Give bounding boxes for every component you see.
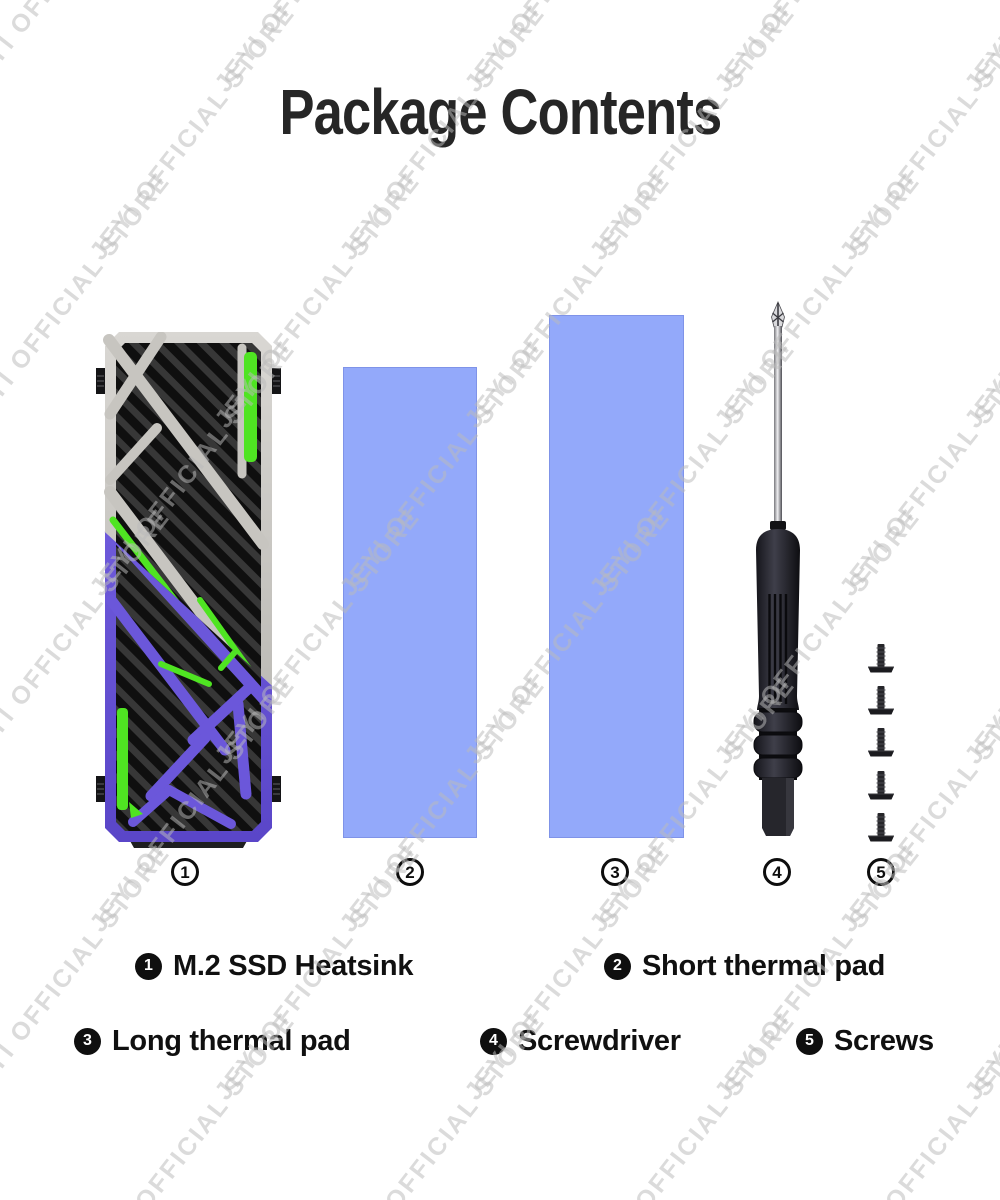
item-marker-1: 1: [171, 858, 199, 886]
item-marker-2: 2: [396, 858, 424, 886]
legend-item-heatsink: 1 M.2 SSD Heatsink: [135, 949, 414, 982]
legend-label-2: Short thermal pad: [642, 949, 886, 982]
item-marker-3: 3: [601, 858, 629, 886]
legend-item-screws: 5 Screws: [796, 1024, 934, 1057]
watermark-text: JEYI OFFICIAL STORE: [834, 671, 1000, 938]
watermark-text: JEYI OFFICIAL STORE: [959, 167, 1000, 434]
legend-badge-1: 1: [135, 952, 162, 980]
item-marker-5: 5: [867, 858, 895, 886]
page-title-wrap: Package Contents: [0, 80, 1000, 144]
watermark-text: JEYI OFFICIAL STORE: [709, 167, 926, 434]
legend-badge-5: 5: [796, 1027, 823, 1055]
screws-illustration: [867, 643, 895, 842]
legend-label-3: Long thermal pad: [112, 1024, 351, 1057]
long-thermal-pad-illustration: [549, 315, 684, 838]
heatsink-illustration: [96, 332, 281, 848]
legend-item-long-pad: 3 Long thermal pad: [74, 1024, 351, 1057]
watermark-text: JEYI OFFICIAL STORE: [959, 839, 1000, 1106]
legend-item-short-pad: 2 Short thermal pad: [604, 949, 886, 982]
legend-badge-3: 3: [74, 1027, 101, 1055]
item-marker-4: 4: [763, 858, 791, 886]
watermark-text: JEYI OFFICIAL STORE: [834, 335, 1000, 602]
short-thermal-pad-illustration: [343, 367, 477, 838]
legend-badge-4: 4: [480, 1027, 507, 1055]
legend-badge-2: 2: [604, 952, 631, 980]
legend-label-1: M.2 SSD Heatsink: [173, 949, 414, 982]
legend-item-screwdriver: 4 Screwdriver: [480, 1024, 681, 1057]
legend-label-4: Screwdriver: [518, 1024, 681, 1057]
screwdriver-tip: [771, 300, 785, 328]
heatsink-side-clips: [96, 368, 281, 802]
watermark-text: JEYI OFFICIAL STORE: [959, 503, 1000, 770]
legend-label-5: Screws: [834, 1024, 934, 1057]
screwdriver-illustration: [753, 300, 803, 836]
page-title: Package Contents: [279, 76, 722, 148]
